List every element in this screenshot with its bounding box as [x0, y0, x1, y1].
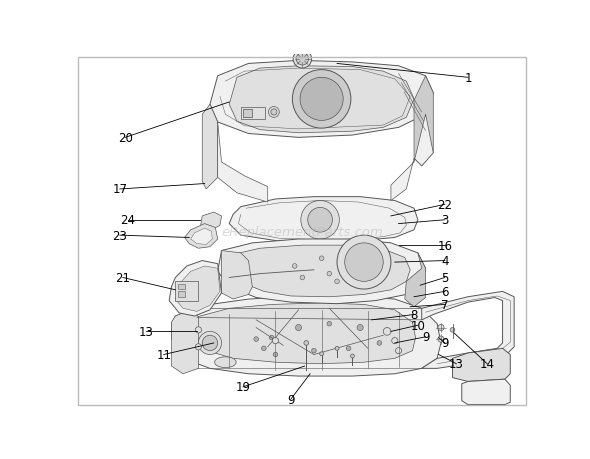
- Circle shape: [319, 257, 324, 261]
- Text: 3: 3: [441, 214, 448, 227]
- Text: 6: 6: [441, 285, 448, 298]
- Circle shape: [273, 338, 278, 344]
- Polygon shape: [391, 115, 433, 201]
- Circle shape: [271, 110, 277, 116]
- Text: 17: 17: [112, 183, 127, 196]
- Circle shape: [293, 50, 312, 69]
- Circle shape: [438, 336, 444, 342]
- Text: 4: 4: [441, 254, 448, 268]
- Text: 10: 10: [411, 319, 425, 332]
- Bar: [178, 292, 185, 297]
- Circle shape: [327, 322, 332, 326]
- Circle shape: [320, 352, 323, 356]
- Text: 21: 21: [116, 271, 130, 285]
- Circle shape: [300, 78, 343, 121]
- Polygon shape: [201, 213, 221, 230]
- Polygon shape: [210, 61, 433, 138]
- Bar: [175, 282, 198, 301]
- Polygon shape: [231, 246, 410, 297]
- Circle shape: [273, 353, 278, 357]
- Ellipse shape: [215, 357, 236, 368]
- Circle shape: [377, 341, 382, 346]
- Circle shape: [195, 327, 202, 333]
- Circle shape: [261, 346, 266, 351]
- Circle shape: [438, 325, 444, 331]
- Text: 7: 7: [441, 298, 448, 311]
- Polygon shape: [221, 251, 253, 299]
- Circle shape: [395, 348, 402, 354]
- Bar: [241, 107, 266, 120]
- Polygon shape: [202, 105, 218, 190]
- Circle shape: [304, 341, 309, 346]
- Polygon shape: [422, 292, 514, 369]
- Circle shape: [296, 54, 309, 66]
- Text: 13: 13: [139, 325, 153, 338]
- Polygon shape: [191, 229, 212, 245]
- Circle shape: [312, 348, 316, 353]
- Circle shape: [300, 275, 304, 280]
- Polygon shape: [172, 297, 441, 376]
- Text: 1: 1: [464, 72, 471, 84]
- Circle shape: [293, 264, 297, 269]
- Circle shape: [335, 347, 339, 351]
- Circle shape: [384, 328, 391, 336]
- Polygon shape: [172, 308, 198, 374]
- Polygon shape: [185, 224, 218, 249]
- Text: 8: 8: [410, 308, 418, 321]
- Text: eReplacementParts.com: eReplacementParts.com: [221, 225, 384, 238]
- Text: 11: 11: [156, 348, 171, 361]
- Polygon shape: [191, 303, 415, 364]
- Polygon shape: [218, 240, 425, 304]
- Text: 9: 9: [287, 393, 294, 406]
- Text: 5: 5: [441, 271, 448, 285]
- Polygon shape: [462, 379, 510, 405]
- Text: 19: 19: [235, 381, 251, 393]
- Polygon shape: [405, 253, 425, 307]
- Polygon shape: [218, 123, 268, 202]
- Polygon shape: [453, 348, 510, 381]
- Polygon shape: [230, 67, 414, 134]
- Circle shape: [392, 338, 398, 344]
- Text: 16: 16: [437, 239, 453, 252]
- Circle shape: [296, 325, 301, 331]
- Circle shape: [202, 336, 218, 351]
- Circle shape: [308, 208, 332, 233]
- Text: 9: 9: [422, 330, 430, 343]
- Circle shape: [327, 272, 332, 276]
- Text: 23: 23: [113, 229, 127, 242]
- Circle shape: [301, 201, 339, 240]
- Text: 24: 24: [120, 214, 135, 227]
- Circle shape: [345, 243, 384, 282]
- Polygon shape: [169, 261, 221, 316]
- Text: 9: 9: [441, 337, 448, 350]
- Polygon shape: [230, 197, 418, 242]
- Circle shape: [346, 346, 351, 351]
- Circle shape: [195, 344, 202, 350]
- Circle shape: [335, 280, 339, 284]
- Circle shape: [269, 336, 274, 340]
- Circle shape: [357, 325, 363, 331]
- Text: 14: 14: [480, 358, 494, 370]
- Circle shape: [254, 337, 258, 341]
- Circle shape: [450, 328, 455, 332]
- Bar: [243, 110, 253, 118]
- Text: 20: 20: [118, 132, 133, 145]
- Polygon shape: [414, 77, 433, 167]
- Circle shape: [293, 70, 351, 129]
- Text: 22: 22: [437, 198, 453, 212]
- Circle shape: [350, 354, 355, 358]
- Polygon shape: [175, 266, 220, 312]
- Circle shape: [198, 332, 221, 355]
- Bar: [178, 284, 185, 290]
- Circle shape: [337, 235, 391, 290]
- Text: 13: 13: [449, 358, 464, 370]
- Circle shape: [268, 107, 279, 118]
